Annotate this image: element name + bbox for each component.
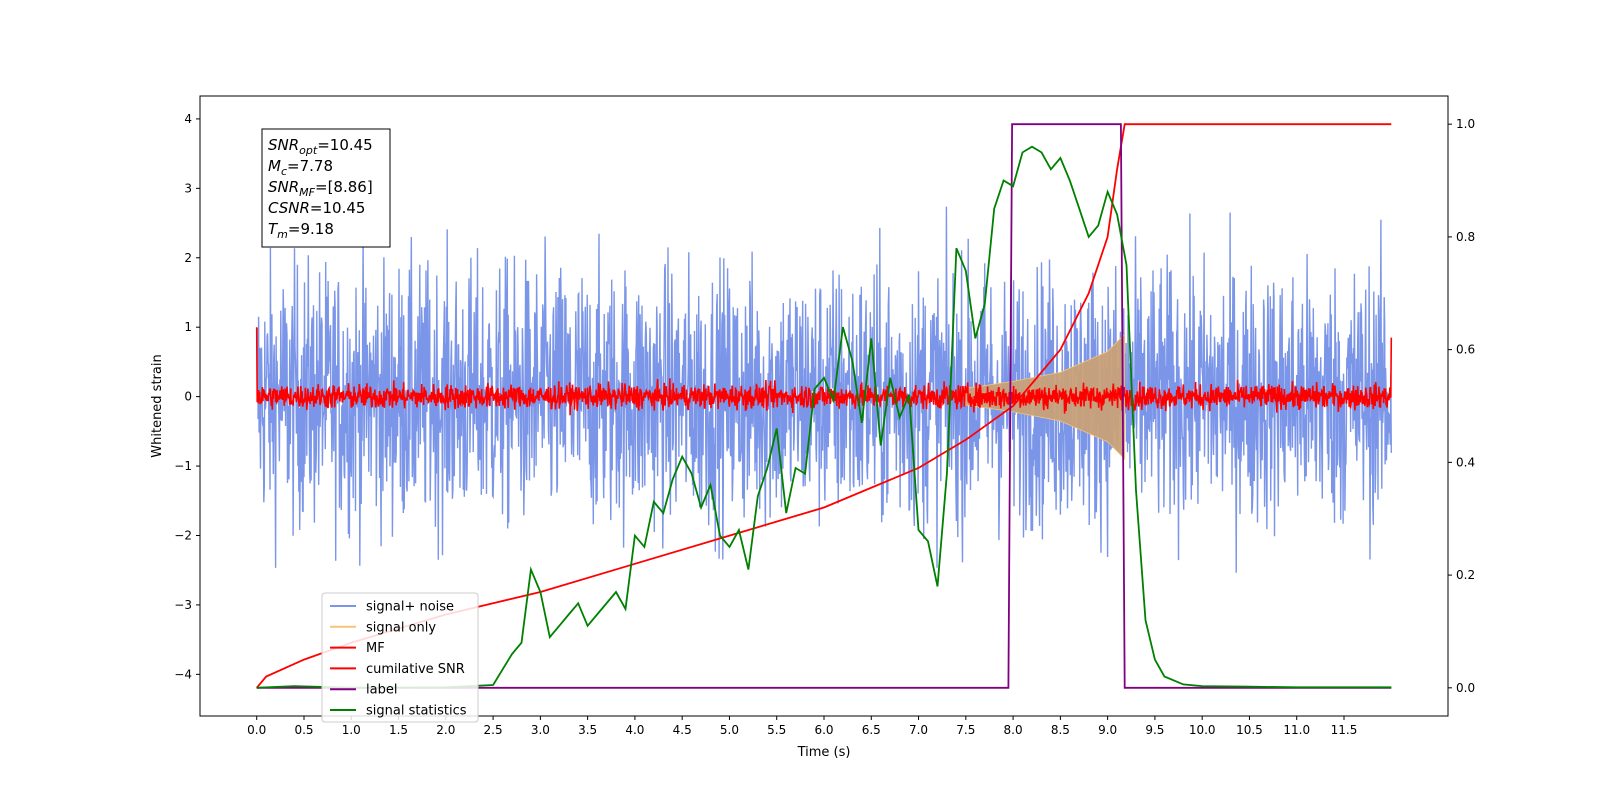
y-right-tick-label: 0.8 [1456, 230, 1475, 244]
y-axis-label: Whitened strain [150, 354, 165, 457]
x-tick-label: 6.0 [814, 723, 833, 737]
legend-label: cumilative SNR [366, 662, 465, 677]
series-mf [255, 327, 1393, 416]
series-label [256, 123, 1392, 689]
x-tick-label: 10.0 [1189, 723, 1216, 737]
legend-label: MF [366, 641, 385, 656]
x-tick-label: 9.5 [1145, 723, 1164, 737]
x-tick-label: 0.0 [247, 723, 266, 737]
x-tick-label: 1.0 [342, 723, 361, 737]
annotation-box: SNRopt=10.45 Mc=7.78 SNRMF=[8.86] CSNR=1… [261, 128, 391, 248]
legend-frame [321, 592, 479, 723]
x-tick-label: 11.5 [1331, 723, 1358, 737]
y-axis-right: 1.0 0.8 0.6 0.4 0.2 0.0 [1448, 117, 1475, 695]
y-tick-label: 0 [184, 390, 192, 404]
x-tick-label: 5.0 [720, 723, 739, 737]
legend-label: signal+ noise [366, 600, 454, 615]
x-tick-label: 5.5 [767, 723, 786, 737]
y-tick-label: −1 [174, 459, 192, 473]
x-tick-label: 7.0 [909, 723, 928, 737]
x-tick-label: 4.5 [673, 723, 692, 737]
series-layer [255, 123, 1393, 689]
legend-label: label [366, 683, 397, 698]
y-tick-label: −3 [174, 598, 192, 612]
y-tick-label: 4 [184, 112, 192, 126]
x-tick-label: 4.0 [625, 723, 644, 737]
y-tick-label: 2 [184, 251, 192, 265]
y-tick-label: 1 [184, 320, 192, 334]
x-tick-label: 8.5 [1051, 723, 1070, 737]
x-tick-label: 6.5 [862, 723, 881, 737]
y-right-tick-label: 0.0 [1456, 681, 1475, 695]
legend-label: signal only [366, 620, 436, 635]
y-tick-label: 3 [184, 181, 192, 195]
legend: signal+ noise signal only MF cumilative SNR… [321, 592, 479, 723]
y-right-tick-label: 0.6 [1456, 343, 1475, 357]
y-right-tick-label: 0.2 [1456, 568, 1475, 582]
series-signal-statistics [256, 145, 1392, 689]
x-tick-label: 0.5 [294, 723, 313, 737]
x-tick-label: 2.5 [484, 723, 503, 737]
x-tick-label: 7.5 [956, 723, 975, 737]
x-axis: 0.0 0.5 1.0 1.5 2.0 2.5 3.0 3.5 4.0 4.5 5.0 5.5 6.0 6… [247, 716, 1357, 737]
annotation-mc: Mc=7.78 [268, 157, 333, 178]
y-axis-left: 4 3 2 1 0 −1 −2 −3 −4 [174, 112, 200, 681]
x-tick-label: 8.0 [1004, 723, 1023, 737]
y-tick-label: −4 [174, 667, 192, 681]
x-tick-label: 3.5 [578, 723, 597, 737]
x-tick-label: 9.0 [1098, 723, 1117, 737]
x-tick-label: 1.5 [389, 723, 408, 737]
x-tick-label: 11.0 [1283, 723, 1310, 737]
x-tick-label: 2.0 [436, 723, 455, 737]
legend-label: signal statistics [366, 704, 467, 719]
y-tick-label: −2 [174, 528, 192, 542]
annotation-snr-opt: SNRopt=10.45 [268, 136, 373, 157]
y-right-tick-label: 1.0 [1456, 117, 1475, 131]
annotation-csnr: CSNR=10.45 [268, 199, 365, 217]
y-right-tick-label: 0.4 [1456, 455, 1475, 469]
x-axis-label: Time (s) [797, 745, 851, 760]
x-tick-label: 3.0 [531, 723, 550, 737]
annotation-tm: Tm=9.18 [268, 220, 334, 241]
annotation-snr-mf: SNRMF=[8.86] [268, 178, 373, 199]
x-tick-label: 10.5 [1236, 723, 1263, 737]
